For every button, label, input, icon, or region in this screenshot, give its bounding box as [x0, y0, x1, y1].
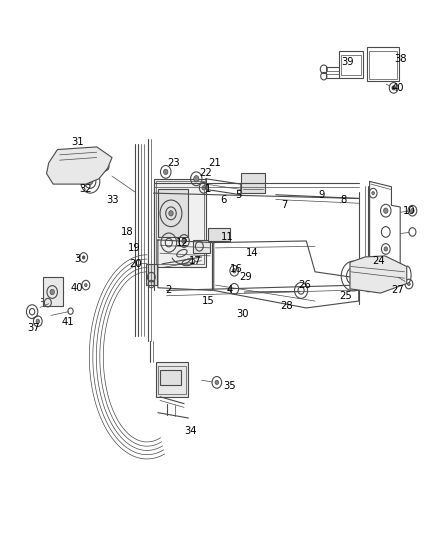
Text: 27: 27: [392, 286, 404, 295]
Text: 20: 20: [130, 259, 142, 269]
Circle shape: [182, 238, 186, 244]
Polygon shape: [350, 256, 407, 293]
Text: 6: 6: [220, 195, 226, 205]
Text: 37: 37: [27, 322, 40, 333]
Circle shape: [202, 185, 205, 190]
Text: 41: 41: [62, 317, 75, 327]
Bar: [341, 55, 361, 75]
Bar: [153, 179, 206, 266]
Polygon shape: [46, 147, 112, 184]
Text: 19: 19: [127, 243, 140, 253]
Circle shape: [411, 208, 414, 213]
Bar: [241, 173, 265, 193]
Text: 31: 31: [71, 136, 83, 147]
Bar: [158, 367, 186, 394]
Circle shape: [372, 191, 374, 195]
Text: 11: 11: [221, 232, 234, 243]
Bar: [208, 228, 230, 241]
Circle shape: [233, 269, 236, 273]
Text: 12: 12: [176, 238, 188, 247]
Circle shape: [50, 289, 54, 295]
Text: 21: 21: [208, 158, 221, 168]
Text: 3: 3: [74, 254, 80, 263]
Circle shape: [384, 208, 388, 213]
Bar: [146, 264, 157, 285]
Text: 40: 40: [392, 83, 404, 93]
Circle shape: [194, 175, 199, 182]
Bar: [155, 362, 188, 397]
Text: 5: 5: [236, 190, 242, 200]
Text: 14: 14: [245, 248, 258, 258]
Circle shape: [384, 247, 388, 251]
Circle shape: [169, 211, 173, 216]
Text: 4: 4: [227, 286, 233, 295]
Bar: [339, 51, 363, 78]
Circle shape: [392, 86, 396, 90]
Text: 35: 35: [224, 381, 236, 391]
Text: 18: 18: [121, 227, 134, 237]
Text: 30: 30: [237, 309, 249, 319]
Text: 40: 40: [71, 283, 83, 293]
Text: 17: 17: [189, 256, 201, 266]
Text: 25: 25: [339, 290, 352, 301]
Text: 16: 16: [230, 264, 243, 274]
Bar: [193, 240, 210, 253]
Bar: [158, 189, 188, 237]
Text: 34: 34: [184, 426, 197, 437]
Text: 22: 22: [200, 168, 212, 179]
Text: 39: 39: [342, 57, 354, 67]
Text: 10: 10: [403, 206, 415, 216]
Circle shape: [85, 284, 87, 287]
Text: 33: 33: [106, 195, 118, 205]
Bar: [43, 277, 63, 306]
Circle shape: [215, 380, 219, 384]
Circle shape: [36, 319, 39, 324]
Text: 28: 28: [280, 301, 293, 311]
Text: 15: 15: [202, 296, 215, 306]
Bar: [160, 369, 181, 384]
Text: 29: 29: [239, 272, 251, 282]
Bar: [369, 51, 397, 79]
Circle shape: [408, 282, 410, 286]
Text: 23: 23: [167, 158, 180, 168]
Circle shape: [88, 178, 93, 184]
Circle shape: [82, 256, 85, 259]
Circle shape: [350, 272, 357, 280]
Text: 1: 1: [205, 184, 211, 195]
Text: 38: 38: [394, 54, 406, 64]
Bar: [367, 47, 399, 82]
Text: 2: 2: [166, 286, 172, 295]
Bar: [155, 181, 204, 264]
Text: 26: 26: [298, 280, 311, 290]
Text: 8: 8: [340, 195, 346, 205]
Circle shape: [163, 169, 168, 174]
Text: 9: 9: [318, 190, 325, 200]
Text: 24: 24: [372, 256, 385, 266]
Text: 32: 32: [80, 184, 92, 195]
Text: 7: 7: [281, 200, 288, 211]
